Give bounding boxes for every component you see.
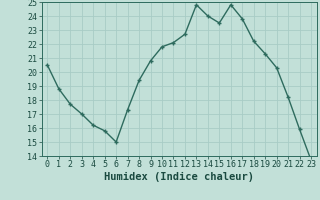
X-axis label: Humidex (Indice chaleur): Humidex (Indice chaleur) (104, 172, 254, 182)
